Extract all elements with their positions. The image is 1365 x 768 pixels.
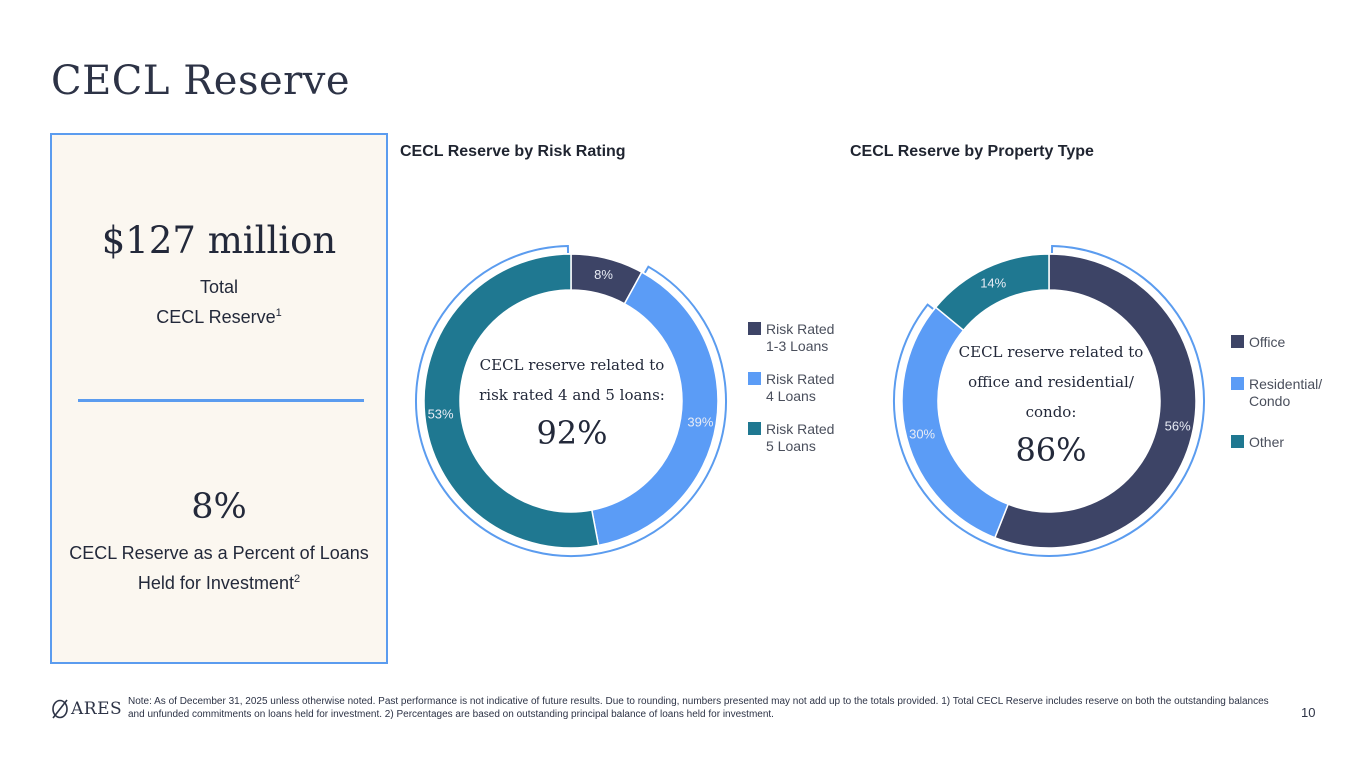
legend-label-line2: Condo [1249, 393, 1291, 409]
risk-rating-center-text: CECL reserve related to risk rated 4 and… [471, 350, 673, 452]
property-type-caption-line1: CECL reserve related to [958, 343, 1144, 361]
ares-logo-text: ARES [71, 699, 123, 719]
risk-rating-label-risk-rated-4-loans: 39% [687, 414, 713, 429]
legend-item-office: Office [1231, 334, 1322, 351]
property-type-highlight-outline [893, 245, 1205, 557]
property-type-legend: Office Residential/ Condo Other [1231, 334, 1322, 451]
legend-label-line1: Risk Rated [766, 321, 835, 337]
legend-swatch [748, 372, 761, 385]
reserve-percent-label: CECL Reserve as a Percent of Loans Held … [52, 540, 386, 596]
property-type-center-value: 86% [1015, 431, 1087, 469]
legend-swatch [748, 322, 761, 335]
legend-swatch [1231, 377, 1244, 390]
legend-item-risk-4: Risk Rated 4 Loans [748, 371, 834, 405]
property-type-slice-office [993, 253, 1197, 549]
page-title: CECL Reserve [51, 58, 351, 104]
footnote-ref-2: 2 [293, 573, 301, 585]
property-type-caption-line3: condo: [1025, 403, 1077, 421]
legend-swatch [748, 422, 761, 435]
property-type-label-residential-condo: 30% [909, 427, 935, 442]
property-type-center-caption: CECL reserve related to office and resid… [946, 337, 1156, 427]
risk-rating-slice-risk-rated-5-loans [423, 253, 600, 549]
legend-label-line1: Residential/ [1249, 376, 1323, 392]
total-reserve-amount: $127 million [101, 219, 337, 262]
reserve-percent-label-line2: Held for Investment [137, 573, 294, 593]
legend-label-line1: Other [1249, 434, 1285, 450]
total-reserve-label-line1: Total [199, 277, 239, 297]
legend-label-line2: 5 Loans [766, 438, 816, 454]
risk-rating-center-caption: CECL reserve related to risk rated 4 and… [471, 350, 673, 410]
property-type-caption-line2: office and residential/ [968, 373, 1134, 391]
legend-label-line2: 1-3 Loans [766, 338, 829, 354]
reserve-percent-label-line1: CECL Reserve as a Percent of Loans [69, 543, 369, 563]
stats-panel: $127 million Total CECL Reserve1 8% CECL… [50, 133, 388, 664]
risk-rating-center-value: 92% [536, 414, 608, 452]
risk-rating-legend: Risk Rated 1-3 Loans Risk Rated 4 Loans … [748, 321, 834, 455]
legend-item-other: Other [1231, 434, 1322, 451]
property-type-label-other: 14% [980, 275, 1006, 290]
risk-rating-slice-risk-rated-4-loans [590, 271, 719, 547]
legend-item-risk-5: Risk Rated 5 Loans [748, 421, 834, 455]
legend-item-residential-condo: Residential/ Condo [1231, 376, 1322, 410]
legend-label-line1: Office [1249, 334, 1286, 350]
risk-rating-highlight-outline [415, 245, 727, 557]
property-type-slice-other [934, 253, 1050, 332]
risk-rating-caption-line2: risk rated 4 and 5 loans: [479, 386, 665, 404]
stats-divider [78, 399, 364, 402]
risk-rating-caption-line1: CECL reserve related to [479, 356, 665, 374]
legend-label-line2: 4 Loans [766, 388, 816, 404]
property-type-label-office: 56% [1165, 419, 1191, 434]
total-reserve-label: Total CECL Reserve1 [52, 274, 386, 330]
ares-logo-icon [52, 699, 68, 719]
total-reserve-label-line2: CECL Reserve [156, 307, 276, 327]
legend-swatch [1231, 335, 1244, 348]
risk-rating-label-risk-rated-5-loans: 53% [428, 406, 454, 421]
footnote-text: Note: As of December 31, 2025 unless oth… [128, 696, 1269, 720]
chart-title-property-type: CECL Reserve by Property Type [850, 143, 1094, 160]
legend-label-line1: Risk Rated [766, 371, 835, 387]
legend-label-line1: Risk Rated [766, 421, 835, 437]
reserve-percent-value: 8% [191, 487, 247, 527]
legend-swatch [1231, 435, 1244, 448]
page-number: 10 [1301, 705, 1316, 720]
risk-rating-label-risk-rated-1-3-loans: 8% [594, 267, 613, 282]
property-type-center-text: CECL reserve related to office and resid… [946, 337, 1156, 469]
chart-title-risk-rating: CECL Reserve by Risk Rating [400, 143, 626, 160]
footnote-ref-1: 1 [275, 307, 282, 319]
legend-item-risk-1-3: Risk Rated 1-3 Loans [748, 321, 834, 355]
